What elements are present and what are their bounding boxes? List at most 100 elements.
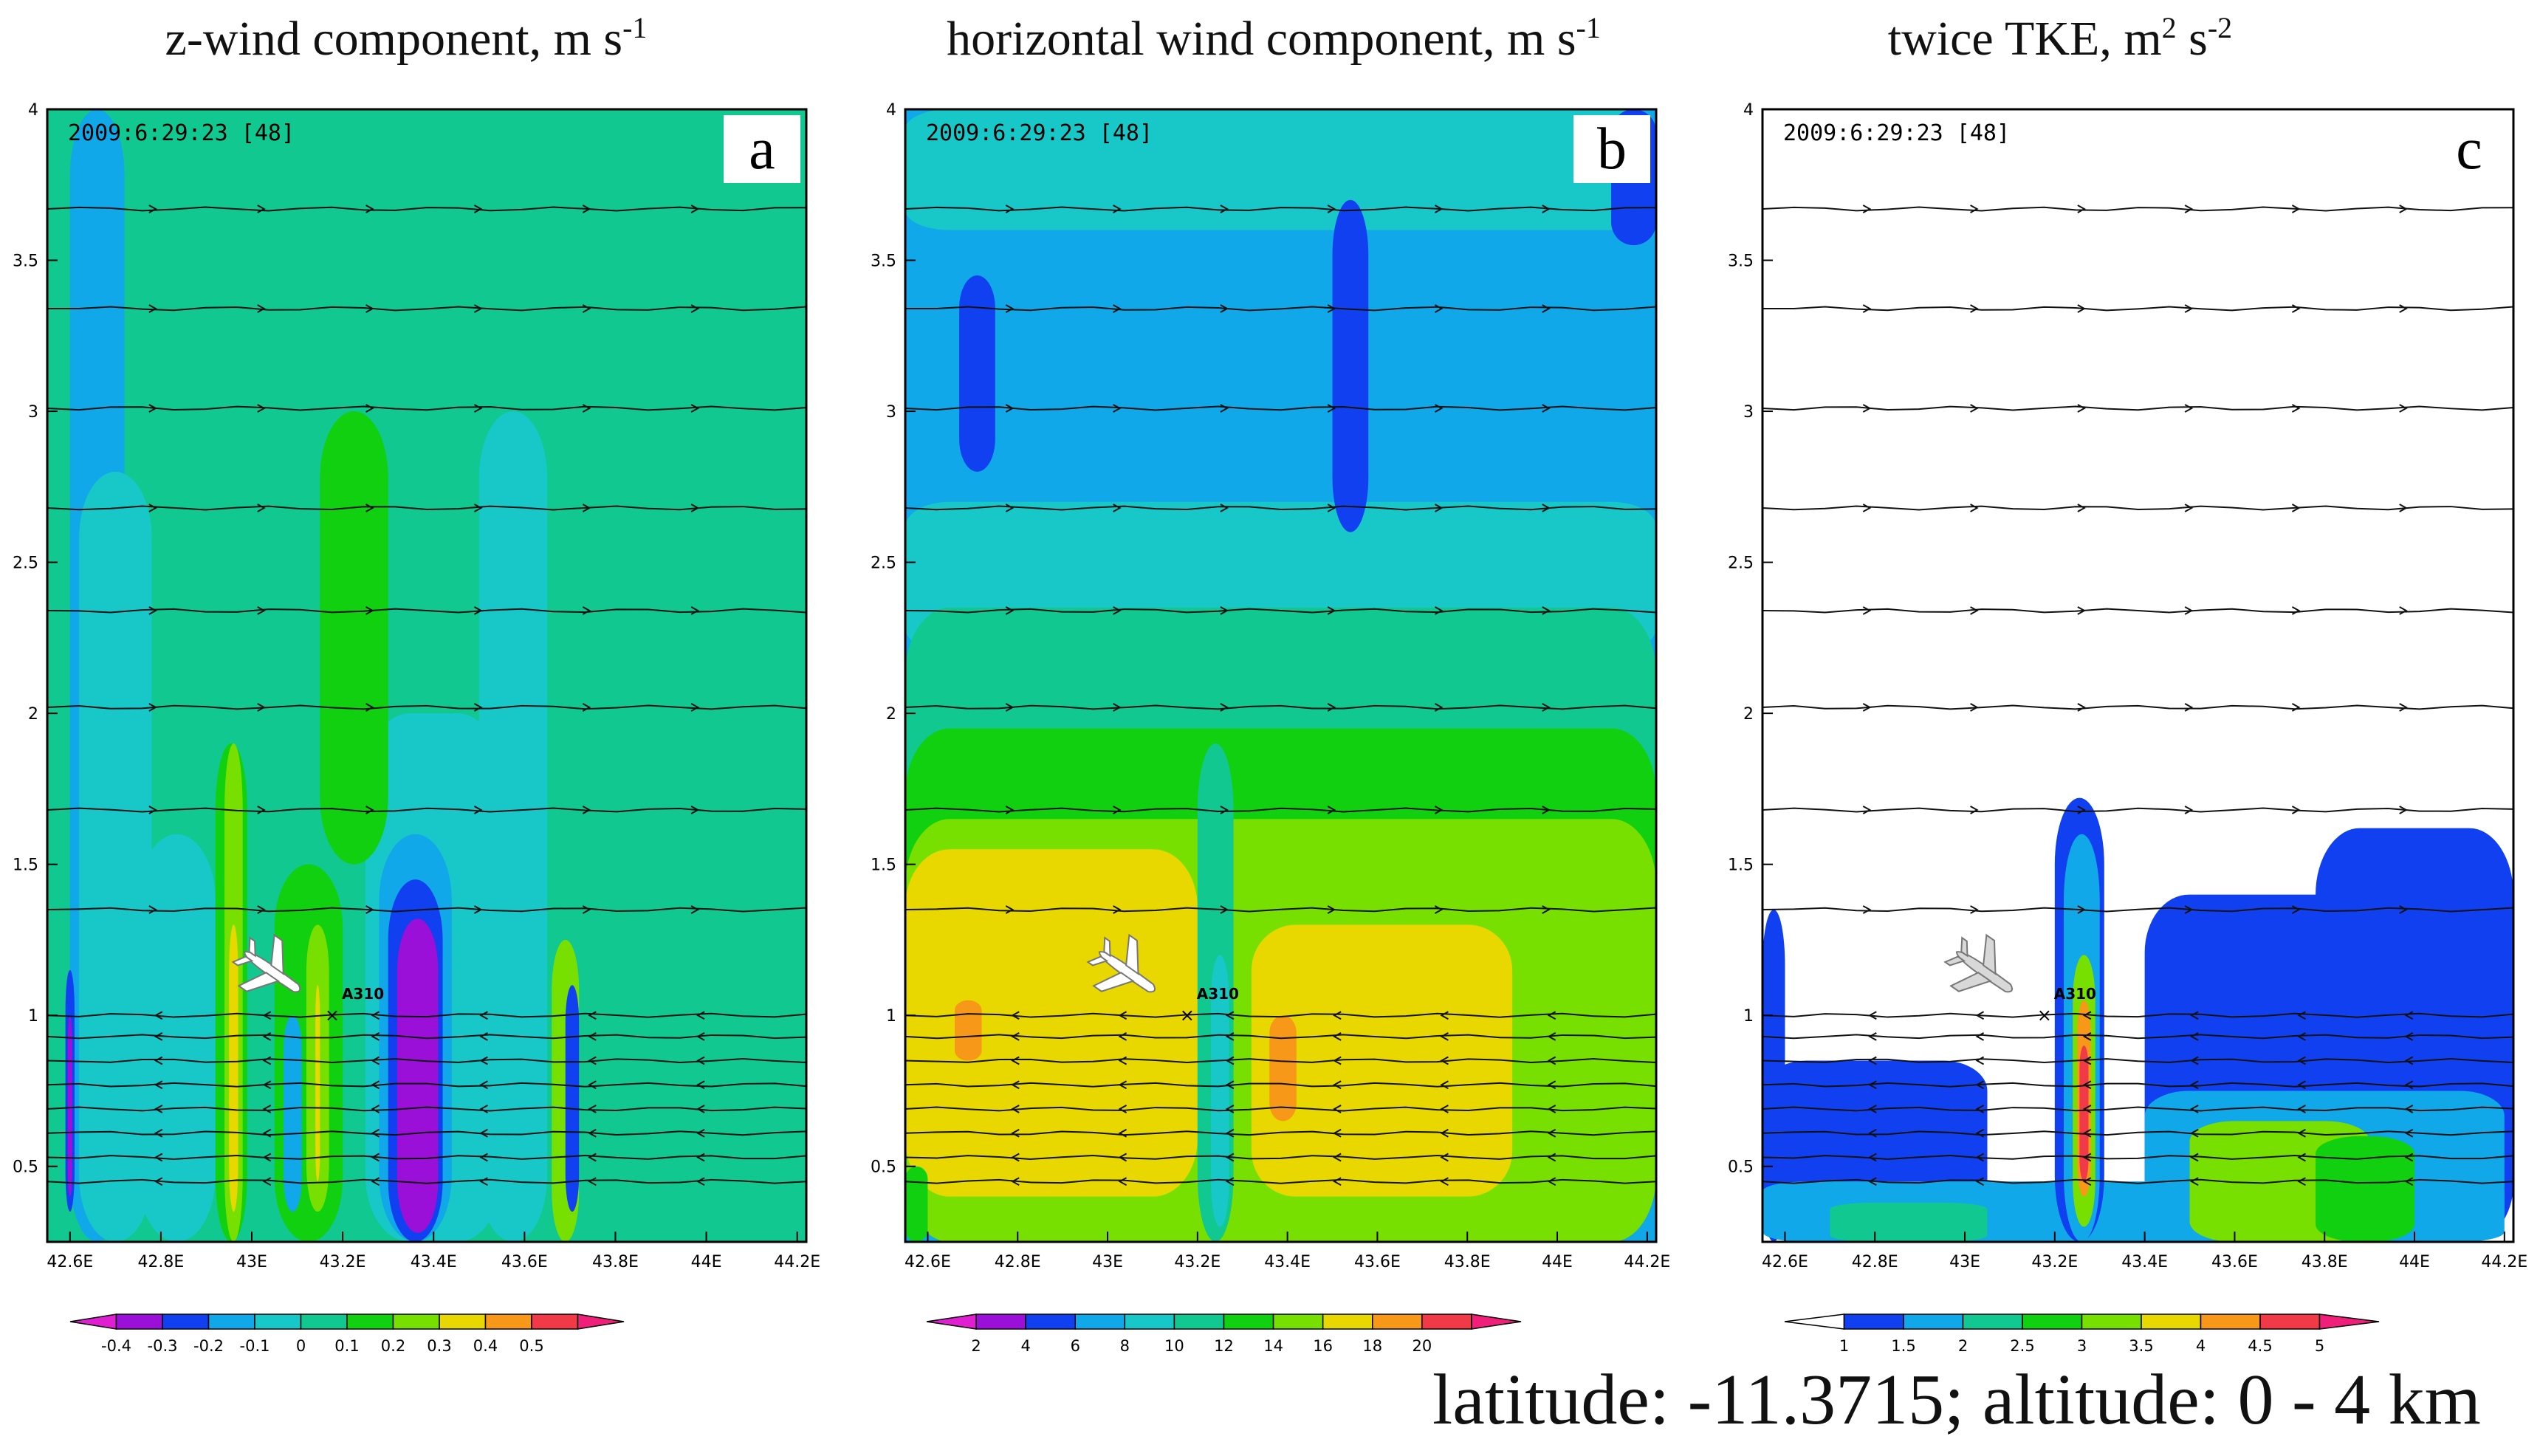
streamline	[1762, 1130, 2513, 1136]
contour-region	[79, 471, 152, 1242]
streamline-arrow	[1970, 905, 1979, 914]
streamline-arrow	[696, 1153, 705, 1162]
streamline	[905, 505, 1656, 511]
colorbar-segment	[1124, 1314, 1175, 1330]
streamline-arrow	[1225, 1128, 1235, 1138]
contour-region	[397, 918, 439, 1233]
streamline-arrow	[257, 205, 266, 213]
streamline-arrow	[479, 1177, 488, 1187]
streamline-arrow	[257, 504, 266, 512]
streamline	[1762, 206, 2513, 212]
streamline	[905, 1082, 1656, 1088]
contour-region	[565, 985, 580, 1212]
x-tick-label: 43E	[236, 1253, 267, 1271]
streamline-arrow	[1327, 504, 1336, 512]
x-tick-label: 43.8E	[592, 1253, 639, 1271]
streamline-arrow	[371, 1080, 380, 1090]
streamline-arrow	[154, 1177, 163, 1187]
streamline-arrow	[588, 1153, 597, 1162]
colorbar-label: 0.5	[519, 1337, 543, 1355]
streamline-arrow	[262, 1153, 272, 1162]
streamline-arrow	[262, 1080, 272, 1090]
streamline-arrow	[1542, 606, 1551, 615]
streamline-arrow	[1547, 1177, 1556, 1187]
panel-letter-box	[724, 115, 800, 183]
streamline-arrow	[1542, 404, 1551, 413]
colorbar-segment	[2022, 1314, 2083, 1330]
streamline-arrow	[1225, 1153, 1235, 1162]
streamline-arrow	[2077, 404, 2086, 413]
plot-frame	[904, 108, 1658, 1243]
streamline-arrow	[2184, 703, 2194, 712]
y-tick-label: 3	[28, 403, 38, 422]
streamline-arrow	[2082, 1080, 2092, 1090]
streamline	[1762, 704, 2513, 710]
streamline-arrow	[2184, 606, 2194, 615]
panel-b: 42.6E 42.8E 43E 43.2E 43.4E 43.6E 43.8E 44E 44.2…	[871, 101, 1670, 1355]
colorbar-label: 14	[1263, 1337, 1283, 1355]
streamline-arrow	[2190, 1105, 2199, 1113]
streamline-arrow	[2077, 806, 2086, 814]
streamline-arrow	[1327, 703, 1336, 712]
streamline-arrow	[1868, 1177, 1877, 1187]
panel-letter: c	[2456, 117, 2482, 182]
streamline-arrow	[371, 1177, 380, 1187]
colorbar-label: 4.5	[2248, 1337, 2272, 1355]
streamline-arrow	[365, 504, 374, 512]
streamline	[47, 1178, 806, 1184]
streamline-arrow	[1011, 1177, 1020, 1187]
streamline-arrow	[1005, 806, 1015, 814]
streamline-arrow	[1011, 1031, 1020, 1041]
streamline-arrow	[1970, 703, 1979, 712]
streamline-arrow	[365, 703, 374, 712]
contour-region	[954, 1000, 982, 1061]
y-tick-label: 2	[28, 705, 38, 724]
streamline-arrow	[1333, 1031, 1342, 1041]
colorbar-segment	[115, 1314, 163, 1330]
streamline-arrow	[1862, 606, 1872, 615]
flight-position-mark: ×	[325, 1005, 340, 1026]
y-tick-label: 1	[1743, 1007, 1754, 1026]
streamline-arrow	[2184, 504, 2194, 512]
streamline-arrow	[1434, 504, 1444, 512]
y-tick-label: 4	[886, 101, 896, 120]
streamline	[1762, 907, 2513, 913]
streamline-arrow	[1547, 1153, 1556, 1162]
y-tick-label: 2	[1743, 705, 1754, 724]
streamline-arrow	[2404, 1080, 2414, 1090]
streamline-arrow	[588, 1011, 597, 1020]
streamline-arrow	[2399, 606, 2408, 615]
streamline-arrow	[1327, 404, 1336, 413]
streamline-arrow	[2190, 1128, 2199, 1138]
streamline	[905, 206, 1656, 212]
streamline-arrow	[2291, 806, 2301, 814]
x-tick-label: 42.8E	[995, 1253, 1041, 1271]
streamline-arrow	[257, 703, 266, 712]
streamline-arrow	[1547, 1105, 1556, 1113]
streamline-arrow	[1011, 1056, 1020, 1065]
colorbar-label: 3.5	[2129, 1337, 2153, 1355]
streamline-arrow	[1333, 1177, 1342, 1187]
streamline-arrow	[371, 1056, 380, 1065]
streamline-arrow	[696, 1177, 705, 1187]
streamline-arrow	[154, 1031, 163, 1041]
streamline-arrow	[2291, 504, 2301, 512]
streamline-arrow	[2077, 504, 2086, 512]
plot-frame	[1761, 108, 2515, 1243]
streamline-arrow	[2077, 905, 2086, 914]
x-tick-label: 42.8E	[1852, 1253, 1898, 1271]
streamline-arrow	[2184, 205, 2194, 213]
streamline-arrow	[690, 205, 700, 213]
streamline-arrow	[154, 1128, 163, 1138]
streamline-arrow	[1118, 1153, 1127, 1162]
panel-c: 42.6E 42.8E 43E 43.2E 43.4E 43.6E 43.8E 44E 44.2…	[1728, 101, 2527, 1355]
streamline-arrow	[1327, 905, 1336, 914]
x-tick-label: 42.8E	[137, 1253, 184, 1271]
streamline-arrow	[1547, 1080, 1556, 1090]
streamline-arrow	[1118, 1011, 1127, 1020]
streamline-arrow	[1333, 1153, 1342, 1162]
streamline-arrow	[2190, 1153, 2199, 1162]
streamline-arrow	[257, 404, 266, 413]
streamline-arrow	[2297, 1056, 2306, 1065]
